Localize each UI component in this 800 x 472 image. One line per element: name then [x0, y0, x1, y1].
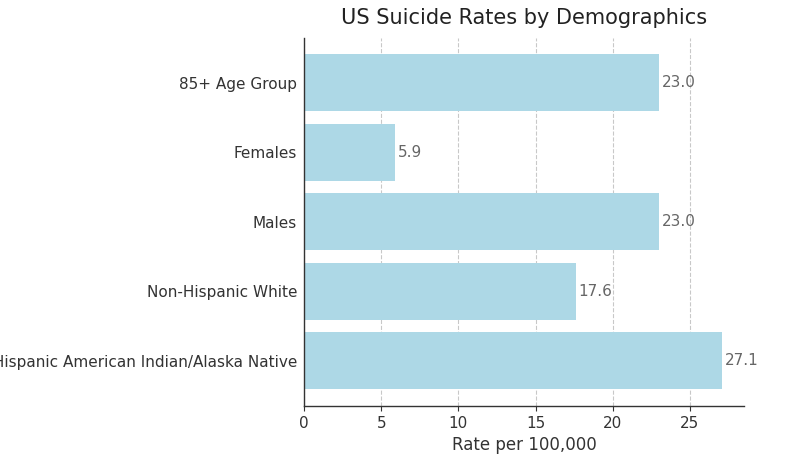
- Text: 23.0: 23.0: [662, 214, 695, 229]
- Bar: [304, 124, 395, 181]
- Bar: [304, 263, 576, 320]
- Text: 23.0: 23.0: [662, 76, 695, 91]
- Bar: [304, 54, 659, 111]
- Text: 5.9: 5.9: [398, 145, 422, 160]
- Text: 27.1: 27.1: [725, 353, 758, 368]
- Bar: [304, 332, 722, 389]
- Title: US Suicide Rates by Demographics: US Suicide Rates by Demographics: [341, 8, 707, 28]
- Text: 17.6: 17.6: [578, 284, 612, 299]
- Bar: [304, 194, 659, 250]
- X-axis label: Rate per 100,000: Rate per 100,000: [452, 436, 596, 454]
